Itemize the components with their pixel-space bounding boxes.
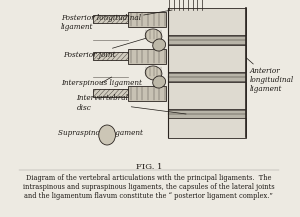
- Text: Interspinous ligament: Interspinous ligament: [61, 77, 142, 87]
- Text: and the ligamentum flavum constitute the “ posterior ligament complex.”: and the ligamentum flavum constitute the…: [25, 192, 273, 200]
- Bar: [167, 110, 247, 118]
- Text: Supraspinous ligament: Supraspinous ligament: [58, 129, 143, 140]
- Bar: [93, 52, 128, 60]
- Bar: [128, 12, 166, 27]
- Bar: [93, 89, 128, 97]
- Text: FIG. 1: FIG. 1: [136, 163, 162, 171]
- Ellipse shape: [153, 76, 166, 88]
- Bar: [128, 86, 166, 101]
- Bar: [167, 36, 247, 44]
- Bar: [128, 49, 166, 64]
- Text: Diagram of the vertebral articulations with the principal ligaments.  The: Diagram of the vertebral articulations w…: [26, 174, 272, 182]
- Bar: [167, 118, 247, 138]
- Ellipse shape: [99, 125, 116, 145]
- Bar: [167, 73, 247, 81]
- Bar: [167, 8, 247, 35]
- Ellipse shape: [145, 29, 162, 43]
- Text: intraspinous and supraspinous ligaments, the capsules of the lateral joints: intraspinous and supraspinous ligaments,…: [23, 183, 275, 191]
- Text: Posterior longitudinal
ligament: Posterior longitudinal ligament: [61, 10, 172, 31]
- Bar: [167, 45, 247, 72]
- Bar: [93, 15, 128, 23]
- Ellipse shape: [153, 39, 166, 51]
- Bar: [167, 82, 247, 109]
- Ellipse shape: [145, 66, 162, 80]
- Text: Anterior
longitudinal
ligament: Anterior longitudinal ligament: [247, 58, 293, 93]
- Text: Posterior joint: Posterior joint: [64, 36, 154, 59]
- Text: Intervertebral
disc: Intervertebral disc: [76, 94, 186, 114]
